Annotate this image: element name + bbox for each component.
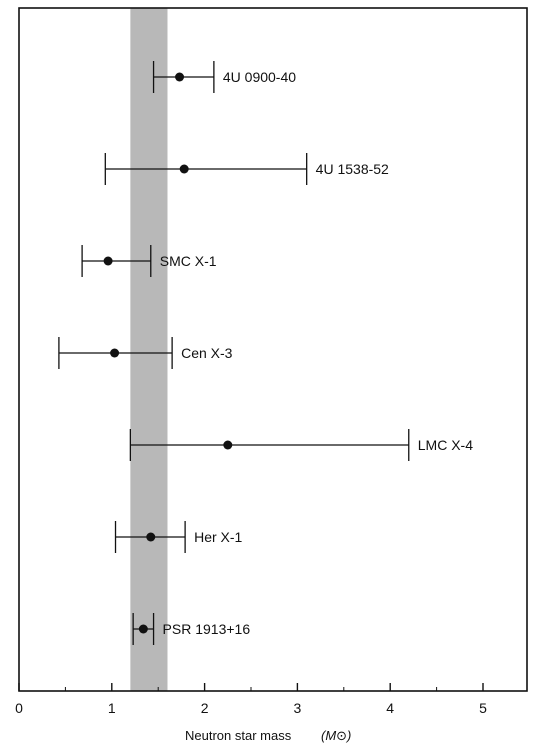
data-point-marker [179, 164, 189, 174]
x-axis-label: Neutron star mass (M⊙) [185, 728, 351, 743]
data-point-marker [110, 348, 120, 358]
data-point-her-x-1: Her X-1 [114, 521, 243, 553]
data-point-smc-x-1: SMC X-1 [81, 245, 217, 277]
x-axis-label-text: Neutron star mass [185, 728, 292, 743]
data-point-label: SMC X-1 [160, 253, 217, 269]
data-point-marker [146, 532, 156, 542]
x-tick-label-2: 2 [201, 700, 209, 716]
data-point-marker [175, 72, 185, 82]
data-point-4u-0900-40: 4U 0900-40 [152, 61, 296, 93]
mass-range-band [130, 8, 168, 691]
data-point-marker [223, 440, 233, 450]
data-point-label: Her X-1 [194, 529, 242, 545]
x-tick-label-1: 1 [108, 700, 116, 716]
data-point-lmc-x-4: LMC X-4 [129, 429, 473, 461]
data-point-marker [138, 624, 148, 634]
data-point-label: LMC X-4 [418, 437, 473, 453]
data-point-label: PSR 1913+16 [163, 621, 251, 637]
x-tick-label-0: 0 [15, 700, 23, 716]
data-point-marker [103, 256, 113, 266]
data-point-label: 4U 0900-40 [223, 69, 296, 85]
plot-frame [18, 7, 528, 692]
x-tick-label-4: 4 [386, 700, 394, 716]
x-axis-label-unit: (M⊙) [321, 728, 351, 743]
data-point-4u-1538-52: 4U 1538-52 [104, 153, 389, 185]
data-point-label: Cen X-3 [181, 345, 233, 361]
x-tick-label-3: 3 [294, 700, 302, 716]
data-point-psr-1913-16: PSR 1913+16 [132, 613, 251, 645]
x-tick-label-5: 5 [479, 700, 487, 716]
data-point-label: 4U 1538-52 [316, 161, 389, 177]
data-point-cen-x-3: Cen X-3 [58, 337, 233, 369]
